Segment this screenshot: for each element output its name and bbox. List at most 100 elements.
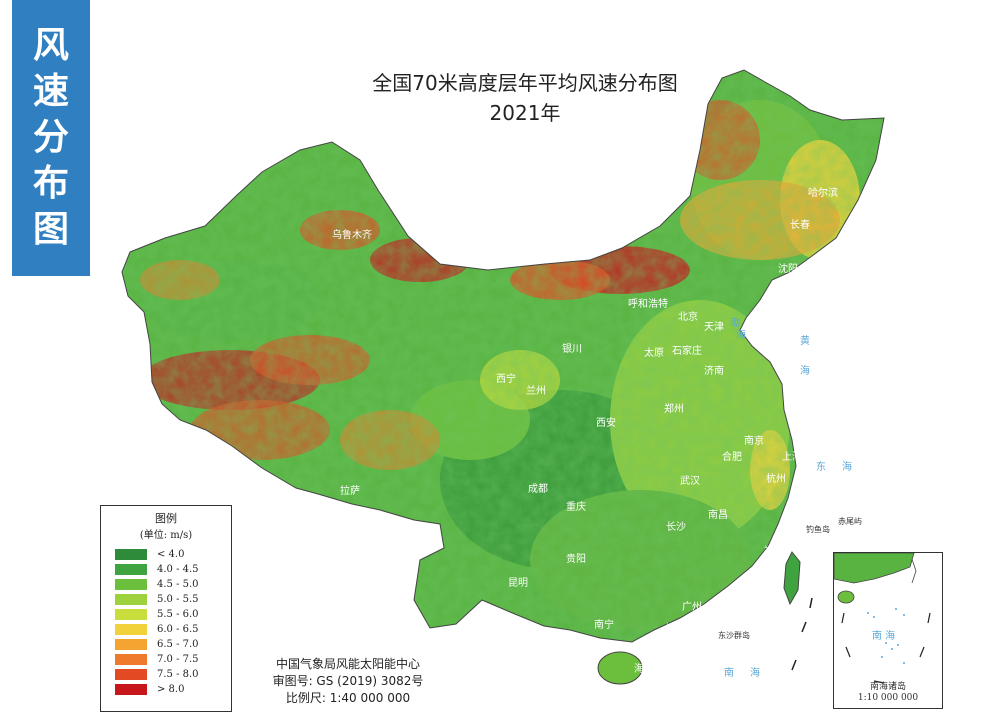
legend-swatch xyxy=(115,549,147,560)
city-label: 南京 xyxy=(744,434,764,447)
city-label: 太原 xyxy=(644,346,664,359)
city-label: 济南 xyxy=(704,364,724,377)
legend-row: 5.5 - 6.0 xyxy=(115,607,231,622)
legend-title: 图例 xyxy=(155,512,177,525)
city-label: 台北 xyxy=(806,558,826,571)
city-label: 昆明 xyxy=(508,577,528,589)
map-title-year: 2021年 xyxy=(489,101,561,125)
legend-label: 7.0 - 7.5 xyxy=(157,654,199,665)
legend-row: 4.5 - 5.0 xyxy=(115,577,231,592)
city-label: 南宁 xyxy=(594,618,614,631)
sea-label: 黄 xyxy=(800,334,810,347)
sea-label: 渤 xyxy=(730,316,740,329)
legend-row: > 8.0 xyxy=(115,682,231,697)
sea-label: 海 xyxy=(750,666,760,679)
sea-label: 海 xyxy=(800,364,810,377)
legend-swatch xyxy=(115,609,147,620)
city-label: 贵阳 xyxy=(566,552,586,565)
city-label: 石家庄 xyxy=(672,344,702,357)
sea-label: 东 xyxy=(816,460,826,473)
city-label: 南昌 xyxy=(708,508,728,521)
credits-scale: 比例尺: 1:40 000 000 xyxy=(285,691,411,705)
city-label: 合肥 xyxy=(722,450,742,463)
map-title: 全国70米高度层年平均风速分布图 2021年 xyxy=(330,68,720,128)
city-label: 西宁 xyxy=(496,372,516,385)
city-label: 拉萨 xyxy=(340,484,360,497)
legend-swatch xyxy=(115,594,147,605)
legend-swatch xyxy=(115,669,147,680)
city-label: 呼和浩特 xyxy=(628,298,668,310)
legend-swatch xyxy=(115,624,147,635)
city-label: 澳门 xyxy=(666,622,686,635)
legend-label: 4.5 - 5.0 xyxy=(157,579,199,590)
legend-label: 5.5 - 6.0 xyxy=(157,609,199,620)
legend-label: 5.0 - 5.5 xyxy=(157,594,199,605)
city-label: 武汉 xyxy=(680,474,700,487)
legend-unit: (单位: m/s) xyxy=(139,530,193,541)
legend-row: 7.0 - 7.5 xyxy=(115,652,231,667)
legend-label: 6.5 - 7.0 xyxy=(157,639,199,650)
inset-caption-scale: 1:10 000 000 xyxy=(857,693,919,703)
south-china-sea-inset: 南 海 南海诸岛 1:10 000 000 xyxy=(833,552,943,709)
city-label: 沈阳 xyxy=(778,262,798,275)
legend-swatch xyxy=(115,654,147,665)
city-label: 兰州 xyxy=(526,384,546,397)
sea-labels: 渤 海 黄 海 东 海 南 海 xyxy=(724,316,852,679)
banner-char: 速 xyxy=(32,71,69,112)
city-label: 西安 xyxy=(596,416,616,429)
banner-char: 风 xyxy=(32,25,69,66)
city-label: 海口 xyxy=(634,662,654,675)
credits-org: 中国气象局风能太阳能中心 xyxy=(275,657,420,671)
sea-label: 海 xyxy=(736,328,746,341)
city-label: 香港 xyxy=(688,623,708,635)
boundary-dashes xyxy=(791,597,813,671)
city-label: 长沙 xyxy=(666,521,686,533)
taiwan-island xyxy=(783,551,801,606)
credits: 中国气象局风能太阳能中心 审图号: GS (2019) 3082号 比例尺: 1… xyxy=(248,656,448,707)
legend-row: 5.0 - 5.5 xyxy=(115,592,231,607)
banner-char: 分 xyxy=(32,117,69,158)
inset-caption-name: 南海诸岛 xyxy=(869,682,906,692)
island-label: 赤尾屿 xyxy=(838,517,862,526)
banner-char: 图 xyxy=(32,209,69,250)
map-title-main: 全国70米高度层年平均风速分布图 xyxy=(372,71,678,95)
city-label: 天津 xyxy=(704,321,724,333)
city-label: 乌鲁木齐 xyxy=(332,228,372,241)
hainan-island xyxy=(597,651,643,685)
sea-label: 南 xyxy=(724,666,734,679)
city-label: 银川 xyxy=(562,342,582,355)
legend-row: 6.0 - 6.5 xyxy=(115,622,231,637)
legend-swatch xyxy=(115,564,147,575)
legend-row: < 4.0 xyxy=(115,547,231,562)
inset-sea-label: 南 海 xyxy=(872,629,895,642)
city-label: 哈尔滨 xyxy=(808,186,838,199)
legend: 图例 (单位: m/s) < 4.0 4.0 - 4.5 4.5 - 5.0 5.0 … xyxy=(100,505,232,712)
legend-label: < 4.0 xyxy=(157,549,185,560)
city-label: 上海 xyxy=(782,450,802,463)
inset-map: 南 海 xyxy=(834,553,931,684)
city-label: 长春 xyxy=(790,219,810,231)
city-label: 杭州 xyxy=(766,472,786,485)
legend-rows: < 4.0 4.0 - 4.5 4.5 - 5.0 5.0 - 5.5 5.5 - 6.… xyxy=(101,547,231,697)
island-label: 东沙群岛 xyxy=(718,630,750,640)
inset-caption: 南海诸岛 1:10 000 000 xyxy=(834,682,942,704)
city-label: 福州 xyxy=(764,544,784,557)
city-label: 成都 xyxy=(528,483,548,495)
legend-row: 7.5 - 8.0 xyxy=(115,667,231,682)
city-label: 重庆 xyxy=(566,500,586,513)
city-label: 广州 xyxy=(682,601,702,613)
legend-swatch xyxy=(115,639,147,650)
city-label: 北京 xyxy=(678,310,698,323)
legend-row: 6.5 - 7.0 xyxy=(115,637,231,652)
credits-approval: 审图号: GS (2019) 3082号 xyxy=(272,674,424,688)
side-banner: 风 速 分 布 图 xyxy=(12,0,90,276)
sea-label: 海 xyxy=(842,460,852,473)
city-label: 郑州 xyxy=(664,402,684,415)
legend-label: 4.0 - 4.5 xyxy=(157,564,199,575)
legend-label: > 8.0 xyxy=(157,684,185,695)
island-labels: 钓鱼岛 赤尾屿 东沙群岛 xyxy=(718,517,862,640)
legend-row: 4.0 - 4.5 xyxy=(115,562,231,577)
banner-char: 布 xyxy=(32,163,69,204)
city-labels: 哈尔滨 长春 沈阳 呼和浩特 北京 天津 石家庄 太原 济南 银川 西宁 兰州 … xyxy=(332,186,838,675)
